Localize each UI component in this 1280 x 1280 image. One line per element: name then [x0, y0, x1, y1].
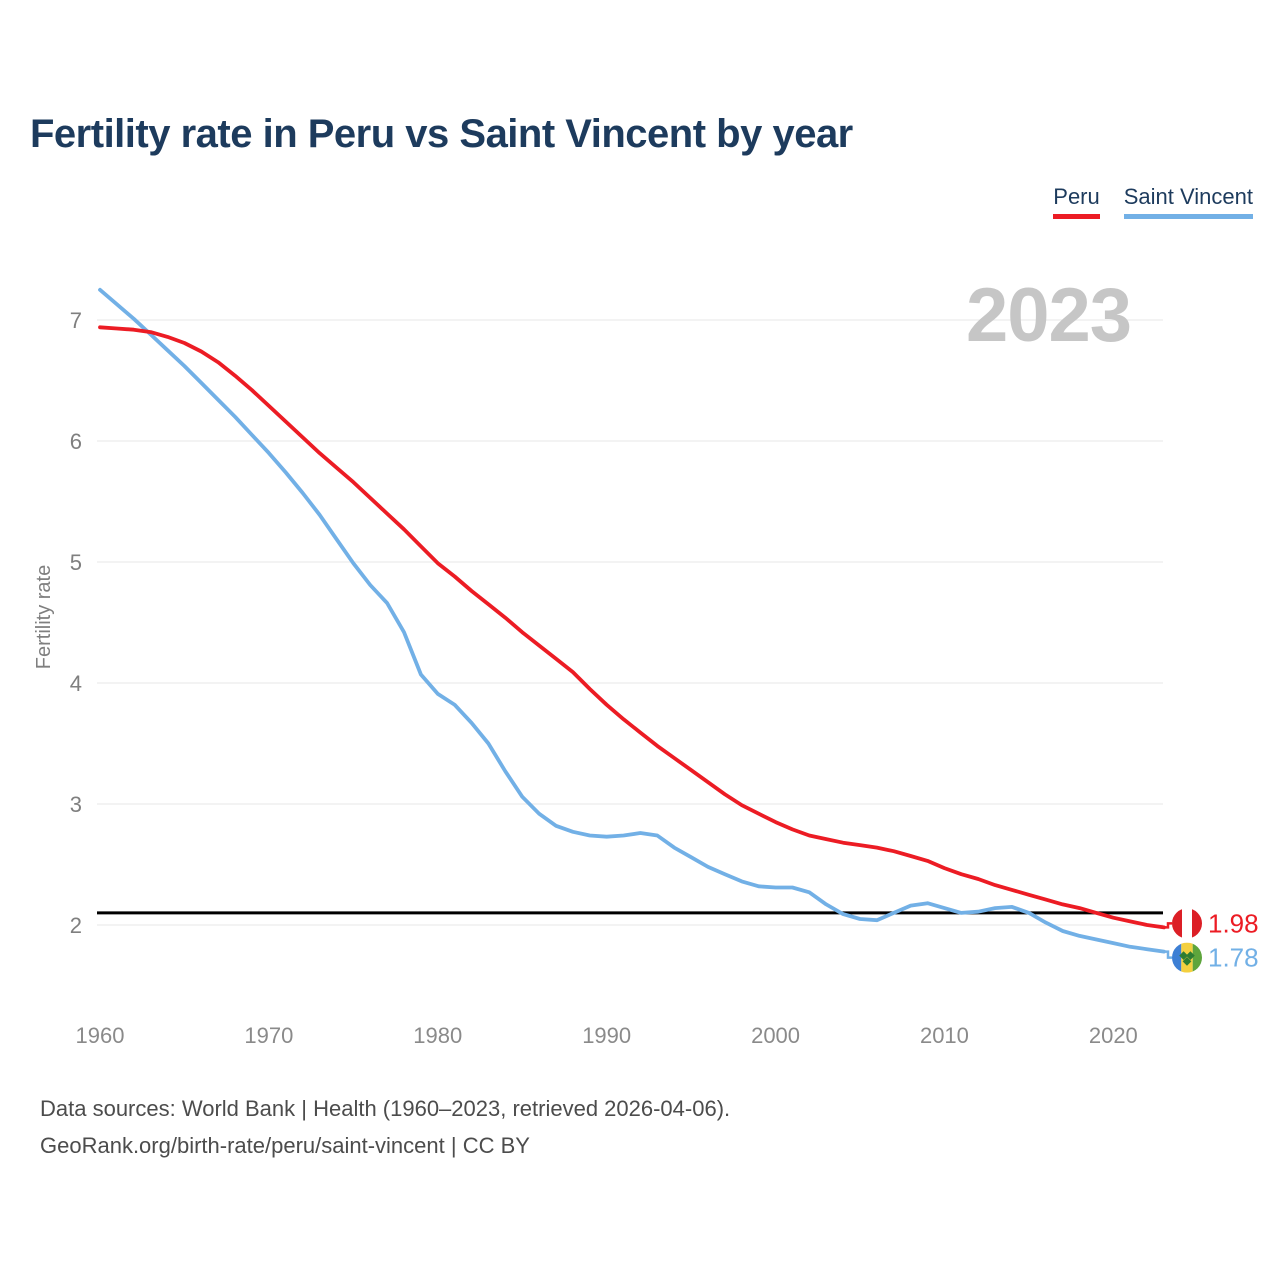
x-tick-label: 2020 — [1089, 1023, 1138, 1048]
x-tick-label: 1980 — [413, 1023, 462, 1048]
footer: Data sources: World Bank | Health (1960–… — [40, 1090, 730, 1164]
y-tick-label: 7 — [70, 308, 82, 333]
saint-vincent-flag-icon — [1172, 942, 1202, 973]
year-watermark: 2023 — [966, 273, 1132, 358]
x-tick-label: 1990 — [582, 1023, 631, 1048]
y-axis-title: Fertility rate — [33, 565, 55, 669]
end-connector — [1164, 922, 1172, 929]
legend-item-saint-vincent[interactable]: Saint Vincent — [1123, 184, 1253, 219]
x-tick-label: 1960 — [76, 1023, 125, 1048]
footer-data-sources: Data sources: World Bank | Health (1960–… — [40, 1096, 731, 1121]
page-title: Fertility rate in Peru vs Saint Vincent … — [30, 112, 853, 156]
end-connector — [1164, 950, 1172, 959]
x-tick-label: 1970 — [244, 1023, 293, 1048]
series-line-peru — [98, 325, 1166, 930]
x-tick-label: 2010 — [920, 1023, 969, 1048]
series-line-saint-vincent — [98, 287, 1166, 954]
x-tick-label: 2000 — [751, 1023, 800, 1048]
end-value-label: 1.78 — [1208, 943, 1259, 973]
y-tick-label: 6 — [70, 429, 82, 454]
peru-flag-icon — [1172, 908, 1202, 939]
end-value-label: 1.98 — [1208, 908, 1259, 938]
legend-item-peru[interactable]: Peru — [1053, 184, 1100, 219]
y-tick-label: 5 — [70, 550, 82, 575]
y-tick-label: 3 — [70, 792, 82, 817]
y-tick-label: 2 — [70, 913, 82, 938]
footer-attribution: GeoRank.org/birth-rate/peru/saint-vincen… — [40, 1133, 530, 1158]
y-tick-label: 4 — [70, 671, 82, 696]
chart-legend: Peru Saint Vincent — [1053, 184, 1253, 219]
